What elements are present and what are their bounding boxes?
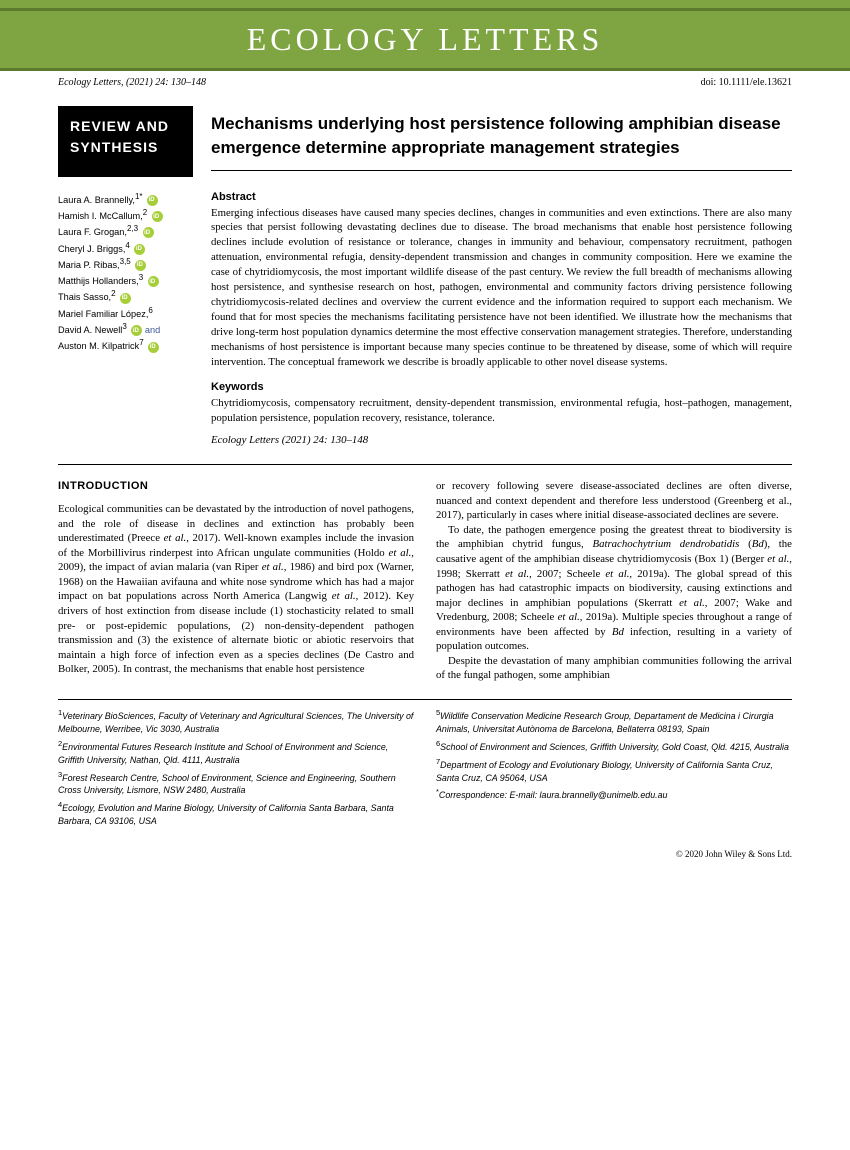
author: Auston M. Kilpatrick7 <box>58 337 193 353</box>
author: Cheryl J. Briggs,4 <box>58 240 193 256</box>
orcid-icon <box>147 195 158 206</box>
affiliation: 1Veterinary BioSciences, Faculty of Vete… <box>58 708 414 736</box>
journal-banner: ECOLOGY LETTERS <box>0 0 850 71</box>
affiliations: 1Veterinary BioSciences, Faculty of Vete… <box>58 708 792 831</box>
copyright-footer: © 2020 John Wiley & Sons Ltd. <box>0 831 850 869</box>
article-type-badge: REVIEW AND SYNTHESIS <box>58 106 193 177</box>
citation-bar: Ecology Letters, (2021) 24: 130–148 doi:… <box>0 71 850 94</box>
orcid-icon <box>134 244 145 255</box>
badge-line2: SYNTHESIS <box>70 137 181 158</box>
author: Maria P. Ribas,3,5 <box>58 256 193 272</box>
authors-column: Laura A. Brannelly,1* Hamish I. McCallum… <box>58 191 193 447</box>
affiliation: 5Wildlife Conservation Medicine Research… <box>436 708 792 736</box>
badge-line1: REVIEW AND <box>70 116 181 137</box>
body-column-left: INTRODUCTION Ecological communities can … <box>58 479 414 683</box>
author: Laura A. Brannelly,1* <box>58 191 193 207</box>
affiliation: 7Department of Ecology and Evolutionary … <box>436 757 792 785</box>
abstract-text: Emerging infectious diseases have caused… <box>211 206 792 370</box>
article-title: Mechanisms underlying host persistence f… <box>211 112 792 160</box>
affiliation-col-left: 1Veterinary BioSciences, Faculty of Vete… <box>58 708 414 831</box>
journal-name: ECOLOGY LETTERS <box>0 21 850 58</box>
affiliation-rule <box>58 699 792 700</box>
section-rule <box>58 464 792 465</box>
author: Laura F. Grogan,2,3 <box>58 223 193 239</box>
author: Mariel Familiar López,6 <box>58 305 193 321</box>
orcid-icon <box>120 293 131 304</box>
keywords-heading: Keywords <box>211 381 792 393</box>
abstract-heading: Abstract <box>211 191 792 203</box>
body-paragraph: Ecological communities can be devastated… <box>58 502 414 677</box>
orcid-icon <box>148 276 159 287</box>
body-columns: INTRODUCTION Ecological communities can … <box>58 479 792 683</box>
doi: doi: 10.1111/ele.13621 <box>701 77 792 88</box>
orcid-icon <box>135 260 146 271</box>
cite-line: Ecology Letters (2021) 24: 130–148 <box>211 434 792 446</box>
author: Matthijs Hollanders,3 <box>58 272 193 288</box>
affiliation: *Correspondence: E-mail: laura.brannelly… <box>436 787 792 802</box>
author: Hamish I. McCallum,2 <box>58 207 193 223</box>
affiliation-col-right: 5Wildlife Conservation Medicine Research… <box>436 708 792 831</box>
body-column-right: or recovery following severe disease-ass… <box>436 479 792 683</box>
affiliation: 6School of Environment and Sciences, Gri… <box>436 739 792 754</box>
orcid-icon <box>148 342 159 353</box>
citation-left: Ecology Letters, (2021) 24: 130–148 <box>58 77 206 88</box>
affiliation: 2Environmental Futures Research Institut… <box>58 739 414 767</box>
body-paragraph: or recovery following severe disease-ass… <box>436 479 792 523</box>
affiliation: 4Ecology, Evolution and Marine Biology, … <box>58 800 414 828</box>
title-rule <box>211 170 792 171</box>
orcid-icon <box>143 227 154 238</box>
keywords-text: Chytridiomycosis, compensatory recruitme… <box>211 396 792 426</box>
author: Thais Sasso,2 <box>58 288 193 304</box>
orcid-icon <box>131 325 142 336</box>
intro-heading: INTRODUCTION <box>58 479 414 494</box>
author: David A. Newell3 and <box>58 321 193 337</box>
body-paragraph: To date, the pathogen emergence posing t… <box>436 523 792 654</box>
body-paragraph: Despite the devastation of many amphibia… <box>436 654 792 683</box>
orcid-icon <box>152 211 163 222</box>
affiliation: 3Forest Research Centre, School of Envir… <box>58 770 414 798</box>
